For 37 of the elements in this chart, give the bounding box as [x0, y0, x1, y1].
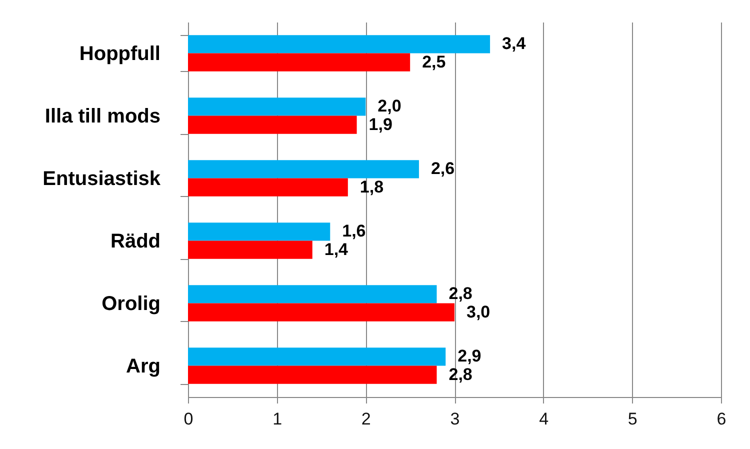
data-label: 3,4 [502, 34, 526, 54]
y-tick-label: Hoppfull [79, 42, 160, 65]
bar [188, 178, 348, 196]
bar [188, 116, 357, 134]
bar [188, 53, 410, 72]
data-label: 2,8 [448, 284, 472, 304]
data-label: 2,9 [458, 346, 482, 366]
bar [188, 366, 437, 384]
y-tick-label: Entusiastisk [42, 168, 162, 190]
data-label: 1,4 [324, 240, 349, 259]
y-tick-label: Rädd [110, 230, 160, 252]
data-label: 1,9 [368, 114, 392, 134]
x-tick-label: 5 [628, 410, 638, 428]
x-tick-label: 2 [361, 410, 371, 428]
bar [188, 98, 366, 116]
x-tick-label: 6 [716, 410, 726, 428]
x-tick-label: 4 [539, 410, 549, 428]
bar [188, 240, 312, 259]
x-tick-label: 3 [450, 410, 460, 428]
bar [188, 160, 419, 178]
data-label: 1,6 [342, 222, 366, 241]
x-tick-label: 1 [272, 410, 282, 428]
bar [188, 222, 330, 241]
data-label: 1,8 [360, 177, 384, 196]
data-label: 2,5 [422, 52, 446, 72]
x-tick-label: 0 [184, 410, 194, 428]
data-label: 2,8 [448, 364, 472, 384]
y-tick-label: Arg [126, 355, 160, 378]
data-label: 2,0 [378, 96, 402, 116]
bar [188, 348, 446, 366]
bar [188, 303, 454, 322]
data-label: 2,6 [430, 159, 455, 178]
bar [188, 285, 437, 304]
data-label: 3,0 [466, 302, 490, 322]
y-tick-label: Orolig [102, 292, 160, 315]
bar [188, 35, 490, 54]
y-tick-label: Illa till mods [44, 105, 160, 128]
